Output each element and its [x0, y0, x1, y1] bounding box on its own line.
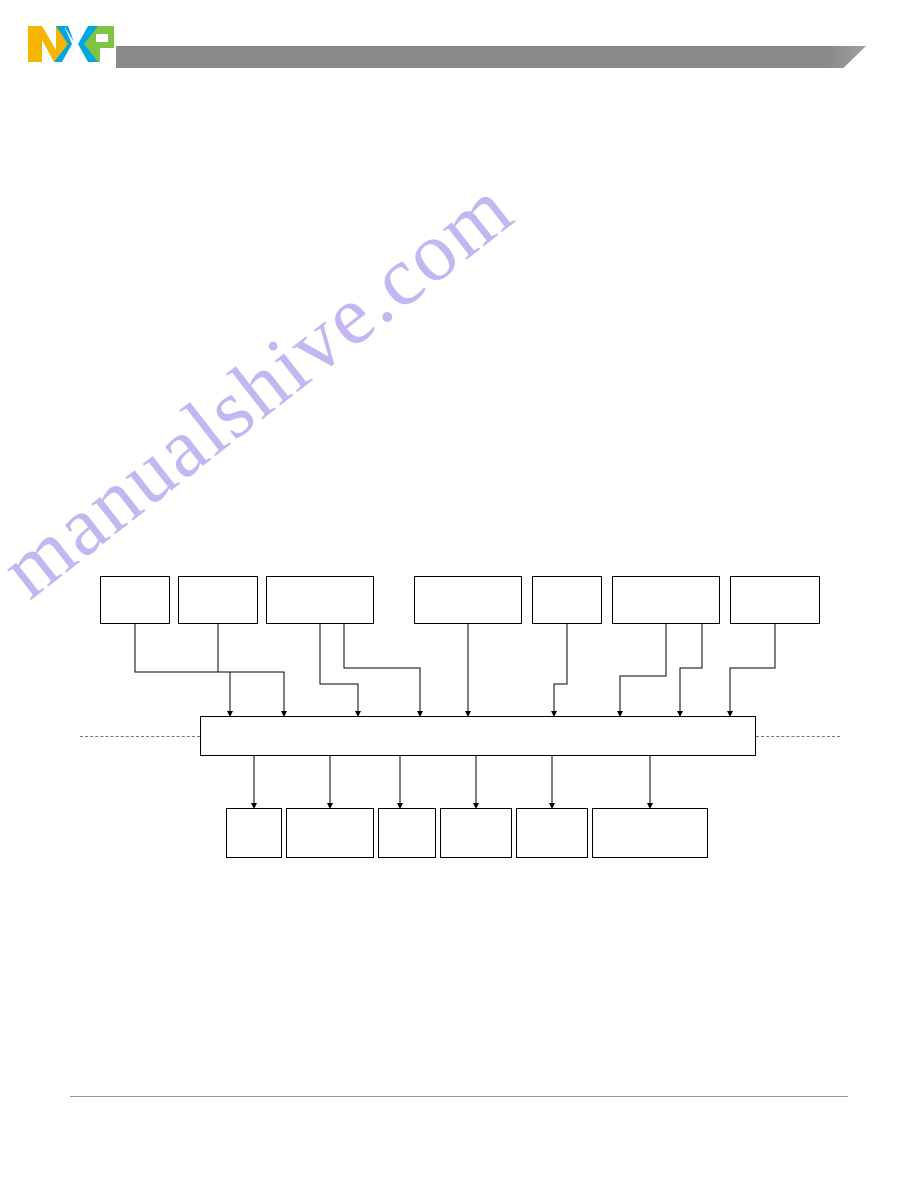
bus-dash: [80, 736, 200, 737]
nxp-logo: [28, 20, 114, 66]
bus-dash: [756, 736, 840, 737]
bottom-block: [516, 808, 588, 858]
bottom-block: [440, 808, 512, 858]
bottom-block: [286, 808, 374, 858]
bottom-block: [226, 808, 282, 858]
bottom-block: [592, 808, 708, 858]
bus-block: [200, 716, 756, 756]
arrows-top: [135, 624, 775, 716]
top-block: [730, 576, 820, 624]
bottom-block: [378, 808, 436, 858]
top-block: [532, 576, 602, 624]
block-diagram: [100, 576, 820, 862]
page-container: manualshive.com: [0, 0, 918, 1188]
footer-rule: [70, 1096, 848, 1097]
top-block: [100, 576, 170, 624]
top-block: [266, 576, 374, 624]
top-block: [414, 576, 522, 624]
top-block: [178, 576, 258, 624]
arrows-down: [254, 756, 650, 808]
top-block: [612, 576, 720, 624]
header-rule: [116, 46, 866, 68]
